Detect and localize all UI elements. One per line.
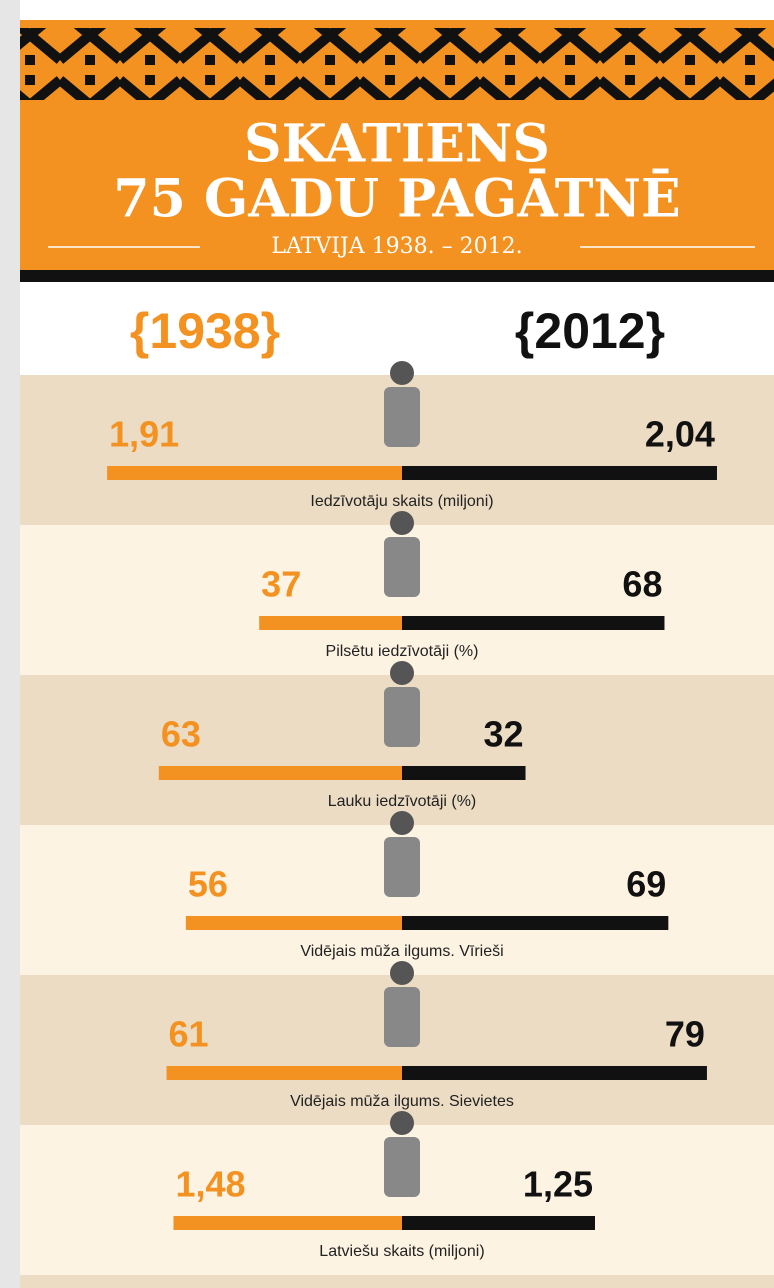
row-bg — [20, 1275, 774, 1288]
year: {2012} — [515, 303, 665, 359]
icon — [384, 837, 420, 897]
icon — [384, 1137, 420, 1197]
value-2012: 1,25 — [523, 1164, 593, 1205]
row-label: Iedzīvotāju skaits (miljoni) — [310, 493, 493, 510]
value-2012: 79 — [665, 1014, 705, 1055]
bar-2012 — [402, 1216, 595, 1230]
value-2012: 2,04 — [645, 414, 715, 455]
row-label: Latviešu skaits (miljoni) — [319, 1243, 484, 1260]
bar-1938 — [185, 916, 402, 930]
value-1938: 1,48 — [175, 1164, 245, 1205]
value-1938: 61 — [169, 1014, 209, 1055]
icon — [390, 511, 414, 535]
title: 75 GADU PAGĀTNĒ — [113, 169, 680, 230]
title: SKATIENS — [244, 114, 550, 175]
icon — [390, 1111, 414, 1135]
rows: 1,91 2,04 Iedzīvotāju skaits (miljoni) 37 68… — [20, 361, 774, 1288]
row-label: Lauku iedzīvotāji (%) — [328, 793, 477, 810]
bar-1938 — [158, 766, 402, 780]
bar-1938 — [173, 1216, 402, 1230]
value-1938: 1,91 — [109, 414, 179, 455]
icon — [384, 687, 420, 747]
value-2012: 68 — [622, 564, 662, 605]
bar-2012 — [402, 616, 665, 630]
bar-2012 — [402, 466, 717, 480]
value-2012: 69 — [626, 864, 666, 905]
bar-2012 — [402, 766, 526, 780]
row-label: Vidējais mūža ilgums. Sievietes — [290, 1093, 514, 1110]
row-label: Pilsētu iedzīvotāji (%) — [326, 643, 479, 660]
band — [20, 270, 774, 282]
year: {1938} — [130, 303, 280, 359]
icon — [384, 987, 420, 1047]
bar-1938 — [107, 466, 402, 480]
icon — [390, 961, 414, 985]
icon — [390, 361, 414, 385]
icon — [390, 811, 414, 835]
icon — [384, 387, 420, 447]
ornament — [20, 28, 774, 100]
value-2012: 32 — [483, 714, 523, 755]
icon — [390, 661, 414, 685]
icon — [384, 537, 420, 597]
bar-1938 — [259, 616, 402, 630]
subtitle: LATVIJA 1938. – 2012. — [271, 234, 522, 259]
bar-2012 — [402, 916, 669, 930]
value-1938: 56 — [188, 864, 228, 905]
value-1938: 37 — [261, 564, 301, 605]
bar-2012 — [402, 1066, 707, 1080]
value-1938: 63 — [161, 714, 201, 755]
left-margin — [0, 0, 20, 1288]
row-label: Vidējais mūža ilgums. Vīrieši — [300, 943, 503, 960]
bar-1938 — [166, 1066, 402, 1080]
